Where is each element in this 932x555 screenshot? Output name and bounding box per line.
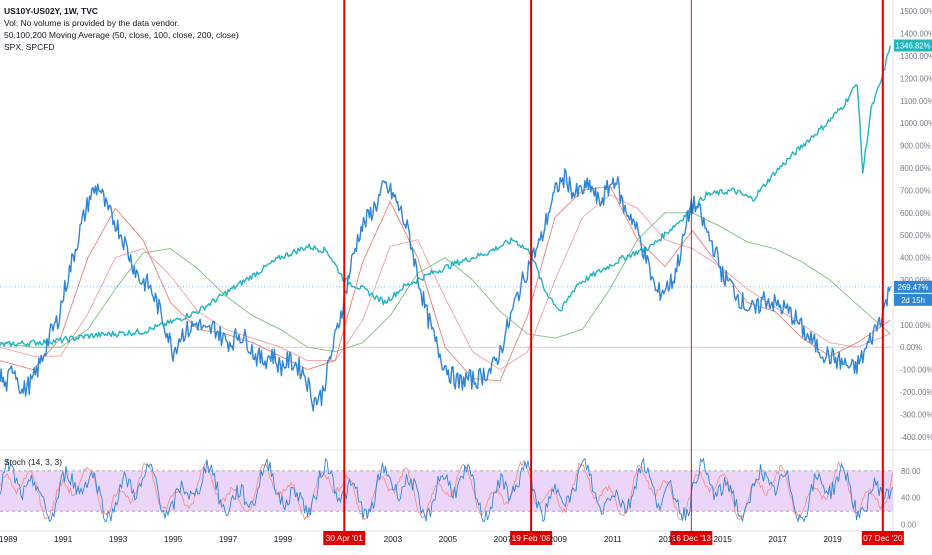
y-tick-label: 300.00% — [900, 276, 931, 285]
x-tick-label: 2003 — [384, 534, 403, 544]
y-tick-label: 1000.00% — [900, 119, 932, 128]
stoch-y-tick-label: 40.00 — [901, 494, 921, 503]
y-tick-label: 400.00% — [900, 254, 931, 263]
legend-symbol[interactable]: US10Y-US02Y, 1W, TVC — [4, 6, 99, 16]
y-tick-label: -400.00% — [900, 433, 932, 442]
x-tick-label: 2007 — [494, 534, 513, 544]
series-ma100 — [0, 194, 891, 371]
x-tick-label: 1997 — [219, 534, 238, 544]
series-ma50 — [0, 185, 891, 382]
y-tick-label: 800.00% — [900, 164, 931, 173]
y-tick-label: 700.00% — [900, 186, 931, 195]
y-tick-label: 1200.00% — [900, 74, 932, 83]
series-us10y-us02y — [0, 168, 891, 412]
countdown-label: 2d 15h — [901, 296, 925, 305]
event-label-4: 07 Dec '20 — [863, 533, 903, 543]
stoch-y-tick-label: 80.00 — [901, 467, 921, 476]
event-label-2: 19 Feb '08 — [512, 533, 551, 543]
event-label-bg-4 — [861, 531, 904, 545]
spx-price-label-bg — [894, 39, 932, 52]
legend-volume-note: Vol: No volume is provided by the data v… — [4, 18, 180, 28]
y-tick-label: 100.00% — [900, 321, 931, 330]
stoch-band — [0, 470, 893, 512]
y-tick-label: 1500.00% — [900, 7, 932, 16]
x-tick-label: 2015 — [713, 534, 732, 544]
event-label-bg-2 — [510, 531, 553, 545]
spread-price-label: 269.47% — [898, 283, 929, 292]
x-tick-label: 1989 — [0, 534, 18, 544]
y-tick-label: 0.00% — [900, 343, 922, 352]
spread-price-label-bg — [894, 280, 932, 293]
x-tick-label: 2009 — [549, 534, 568, 544]
legend-spx[interactable]: SPX, SPCFD — [4, 42, 55, 52]
y-tick-label: 600.00% — [900, 209, 931, 218]
legend-moving-average[interactable]: 50,100,200 Moving Average (50, close, 10… — [4, 30, 239, 40]
x-tick-label: 2019 — [823, 534, 842, 544]
series-spx — [0, 45, 891, 348]
y-tick-label: 500.00% — [900, 231, 931, 240]
y-tick-label: 1400.00% — [900, 30, 932, 39]
spx-price-label: 1346.82% — [895, 42, 930, 51]
x-tick-label: 1993 — [109, 534, 128, 544]
x-tick-label: 2013 — [658, 534, 677, 544]
x-tick-label: 1991 — [54, 534, 73, 544]
series-ma200 — [0, 212, 891, 353]
stoch-title[interactable]: Stoch (14, 3, 3) — [4, 457, 63, 467]
y-tick-label: -200.00% — [900, 388, 932, 397]
event-label-1: 30 Apr '01 — [326, 533, 363, 543]
event-label-3: 16 Dec '13 — [672, 533, 712, 543]
legend: US10Y-US02Y, 1W, TVC Vol: No volume is p… — [4, 5, 239, 53]
stoch-y-tick-label: 0.00 — [901, 521, 917, 530]
y-tick-label: -100.00% — [900, 366, 932, 375]
y-tick-label: 1300.00% — [900, 52, 932, 61]
y-tick-label: -300.00% — [900, 410, 932, 419]
x-tick-label: 2011 — [604, 534, 622, 544]
stoch-k-line — [0, 457, 893, 523]
countdown-label-bg — [894, 293, 932, 306]
event-label-bg-1 — [323, 531, 366, 545]
x-tick-label: 2017 — [768, 534, 787, 544]
y-tick-label: 900.00% — [900, 142, 931, 151]
event-label-bg-3 — [670, 531, 713, 545]
x-tick-label: 1995 — [164, 534, 183, 544]
y-tick-label: 1100.00% — [900, 97, 932, 106]
x-tick-label: 1999 — [274, 534, 293, 544]
x-tick-label: 2005 — [439, 534, 458, 544]
